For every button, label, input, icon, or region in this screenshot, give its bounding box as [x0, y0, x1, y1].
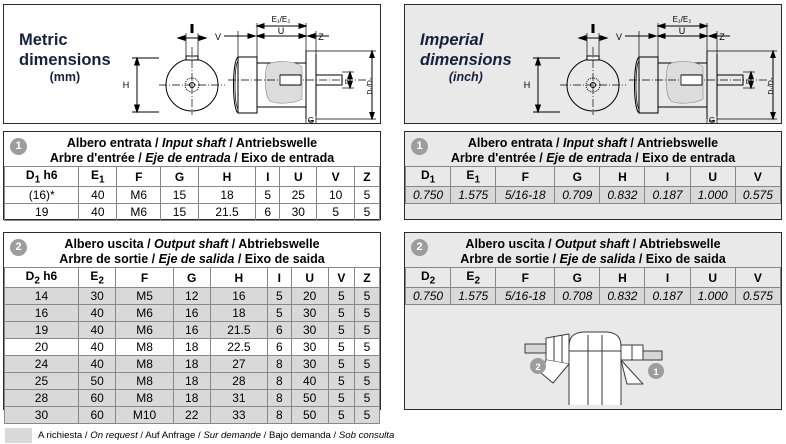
svg-text:H: H	[524, 80, 531, 90]
svg-text:D₁/D₂: D₁/D₂	[768, 77, 775, 94]
svg-text:V: V	[215, 32, 221, 42]
svg-text:F: F	[345, 80, 352, 84]
svg-text:D₁/D₂: D₁/D₂	[367, 77, 374, 94]
svg-text:V: V	[616, 32, 622, 42]
svg-text:U: U	[679, 26, 686, 36]
svg-text:U: U	[278, 26, 285, 36]
svg-text:1: 1	[653, 367, 659, 378]
svg-text:Z: Z	[719, 32, 725, 42]
svg-text:G: G	[709, 116, 715, 123]
svg-text:G: G	[308, 116, 314, 123]
svg-text:Z: Z	[318, 32, 324, 42]
svg-text:2: 2	[535, 362, 540, 373]
svg-text:F: F	[746, 80, 753, 84]
svg-text:E₁/E₂: E₁/E₂	[673, 15, 692, 24]
svg-text:E₁/E₂: E₁/E₂	[272, 15, 291, 24]
svg-text:H: H	[123, 80, 130, 90]
